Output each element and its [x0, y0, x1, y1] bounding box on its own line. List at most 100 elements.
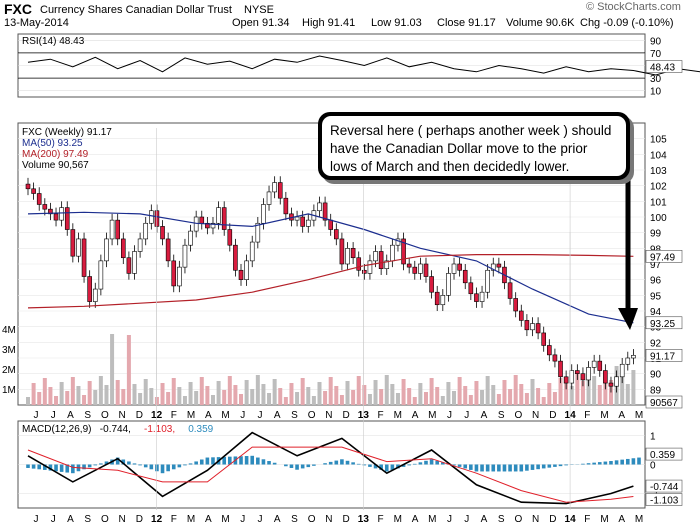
- volume-bar: [104, 385, 109, 405]
- candle-body: [507, 282, 513, 299]
- macd-x-label: O: [515, 514, 523, 525]
- macd-histogram-bar: [155, 464, 159, 472]
- candle-body: [115, 219, 120, 240]
- price-x-label: J: [257, 410, 262, 421]
- price-legend-item: MA(200) 97.49: [22, 149, 89, 160]
- volume-bar: [446, 382, 451, 405]
- volume-value: Volume 90.6K: [506, 17, 575, 29]
- candle-body: [137, 238, 143, 252]
- candle-body: [547, 345, 552, 356]
- candle-body: [92, 288, 98, 302]
- volume-bar: [519, 384, 524, 405]
- candle-body: [59, 207, 64, 221]
- volume-bar: [457, 377, 462, 405]
- volume-bar: [132, 384, 137, 405]
- volume-bar: [239, 394, 244, 405]
- candle-body: [42, 204, 48, 210]
- annotation-text: Reversal here ( perhaps another week ) s…: [322, 116, 626, 176]
- price-x-label: D: [136, 410, 143, 421]
- macd-histogram-bar: [115, 457, 120, 465]
- volume-bar: [513, 375, 518, 405]
- macd-histogram-bar: [547, 464, 552, 468]
- candle-body: [451, 263, 457, 274]
- macd-histogram-bar: [581, 463, 585, 465]
- candle-body: [70, 229, 76, 257]
- volume-bar: [188, 382, 193, 405]
- macd-histogram-bar: [312, 464, 316, 466]
- candle-body: [345, 248, 350, 265]
- macd-histogram-bar: [558, 464, 563, 467]
- candle-body: [221, 207, 227, 230]
- rsi-line: [27, 55, 700, 76]
- candle-body: [249, 241, 255, 262]
- macd-histogram-bar: [93, 464, 98, 466]
- macd-histogram-bar: [485, 464, 490, 472]
- volume-bar: [334, 386, 339, 405]
- macd-histogram-bar: [474, 464, 479, 472]
- macd-histogram-bar: [469, 464, 473, 470]
- price-x-label: M: [221, 410, 229, 421]
- macd-signal-line: [27, 446, 634, 503]
- macd-histogram-bar: [553, 464, 557, 467]
- candle-body: [563, 376, 569, 384]
- volume-bar: [233, 385, 238, 405]
- macd-line: [27, 431, 634, 505]
- price-x-label: S: [498, 410, 505, 421]
- volume-bar: [412, 397, 417, 405]
- volume-bar: [384, 375, 389, 405]
- volume-bar: [418, 383, 423, 405]
- macd-histogram-bar: [530, 464, 535, 470]
- macd-histogram-bar: [239, 456, 243, 465]
- candle-body: [513, 298, 518, 312]
- volume-bar: [31, 383, 36, 405]
- volume-bar: [502, 380, 507, 405]
- candle-body: [120, 238, 126, 259]
- macd-histogram-bar: [609, 461, 613, 465]
- volume-bar: [222, 390, 227, 405]
- macd-histogram-bar: [132, 463, 137, 465]
- candle-body: [468, 282, 474, 295]
- price-tick-label: 105: [650, 135, 667, 146]
- volume-bar: [244, 380, 249, 405]
- macd-histogram-bar: [250, 455, 255, 465]
- low-value: Low 91.03: [371, 17, 422, 29]
- macd-histogram-bar: [104, 461, 109, 465]
- volume-bar: [110, 334, 115, 405]
- macd-x-label: A: [412, 514, 419, 525]
- candle-body: [350, 248, 356, 259]
- price-x-label: S: [84, 410, 91, 421]
- macd-histogram-bar: [31, 464, 36, 469]
- macd-x-label: A: [618, 514, 625, 525]
- candle-body: [177, 266, 182, 287]
- candle-body: [569, 370, 575, 384]
- macd-histogram-bar: [205, 457, 210, 465]
- volume-bar: [631, 370, 636, 405]
- volume-bar: [182, 396, 187, 405]
- volume-bar: [530, 379, 535, 405]
- candle-body: [429, 276, 434, 293]
- macd-histogram-bar: [82, 464, 86, 470]
- candle-body: [317, 202, 322, 212]
- candle-body: [591, 360, 597, 368]
- macd-histogram-bar: [412, 463, 417, 465]
- macd-x-label: J: [257, 514, 262, 525]
- candle-body: [575, 370, 580, 374]
- macd-histogram-bar: [300, 464, 305, 469]
- candle-body: [412, 266, 418, 274]
- price-x-label: A: [205, 410, 212, 421]
- candle-body: [31, 188, 36, 194]
- macd-x-label: D: [549, 514, 556, 525]
- volume-bar: [452, 391, 457, 405]
- candle-body: [390, 244, 395, 262]
- candle-body: [81, 238, 87, 277]
- candle-body: [614, 376, 619, 387]
- price-legend-item: Volume 90,567: [22, 160, 89, 171]
- macd-histogram-bar: [87, 464, 92, 468]
- macd-histogram-bar: [497, 464, 501, 472]
- price-x-label: F: [584, 410, 590, 421]
- candle-body: [132, 251, 137, 274]
- macd-signal-last-label: -1.103: [650, 495, 679, 506]
- macd-legend-item: MACD(12,26,9): [22, 424, 91, 435]
- macd-histogram-bar: [379, 464, 383, 470]
- price-legend-item: MA(50) 93.25: [22, 138, 83, 149]
